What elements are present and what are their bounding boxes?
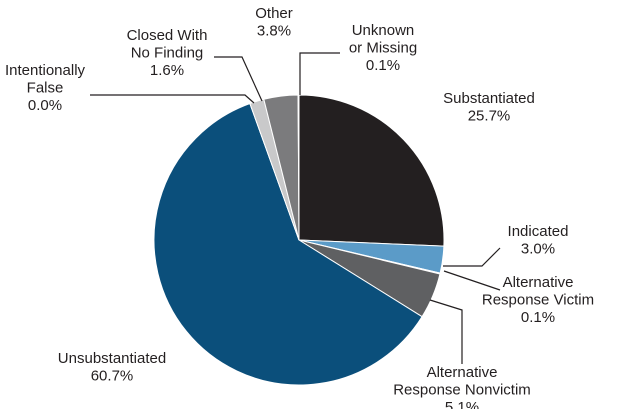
value-label: 25.7% (468, 108, 511, 125)
label-line: Alternative (427, 364, 498, 381)
slice-label: Closed With No Finding (127, 27, 208, 62)
leader-line (90, 94, 255, 104)
slice-label: Alternative Response Nonvictim (393, 364, 531, 399)
value-label: 1.6% (150, 62, 184, 79)
slice-label: Other (255, 5, 293, 22)
value-label: 3.8% (257, 23, 291, 40)
leader-line (443, 247, 501, 267)
value-label: 5.1% (445, 399, 479, 409)
leader-line (429, 299, 463, 364)
leader-line (299, 52, 340, 95)
label-line: or Missing (349, 40, 417, 57)
leader-line (443, 270, 501, 291)
label-line: Indicated (508, 223, 569, 240)
value-label: 3.0% (521, 241, 555, 258)
slice-label: Indicated (508, 223, 569, 240)
label-line: Alternative (503, 274, 574, 291)
label-line: False (27, 80, 64, 97)
leader-line (214, 56, 263, 102)
label-line: Other (255, 5, 293, 22)
slice-label: Unsubstantiated (58, 350, 166, 367)
label-line: Substantiated (443, 90, 535, 107)
slice-label: Unknown or Missing (349, 22, 417, 57)
label-line: Closed With (127, 27, 208, 44)
slice-label: Alternative Response Victim (482, 274, 594, 309)
value-label: 0.1% (521, 309, 555, 326)
label-line: Response Nonvictim (393, 382, 531, 399)
label-line: No Finding (131, 45, 204, 62)
label-line: Unknown (352, 22, 415, 39)
value-label: 60.7% (91, 368, 134, 385)
slice-label: Intentionally False (5, 62, 86, 97)
pie-slice (298, 94, 445, 247)
label-line: Unsubstantiated (58, 350, 166, 367)
slice-label: Substantiated (443, 90, 535, 107)
value-label: 0.1% (366, 57, 400, 74)
label-line: Intentionally (5, 62, 86, 79)
pie-slice (153, 102, 423, 386)
value-label: 0.0% (28, 97, 62, 114)
label-line: Response Victim (482, 292, 594, 309)
pie-slice (297, 94, 300, 241)
